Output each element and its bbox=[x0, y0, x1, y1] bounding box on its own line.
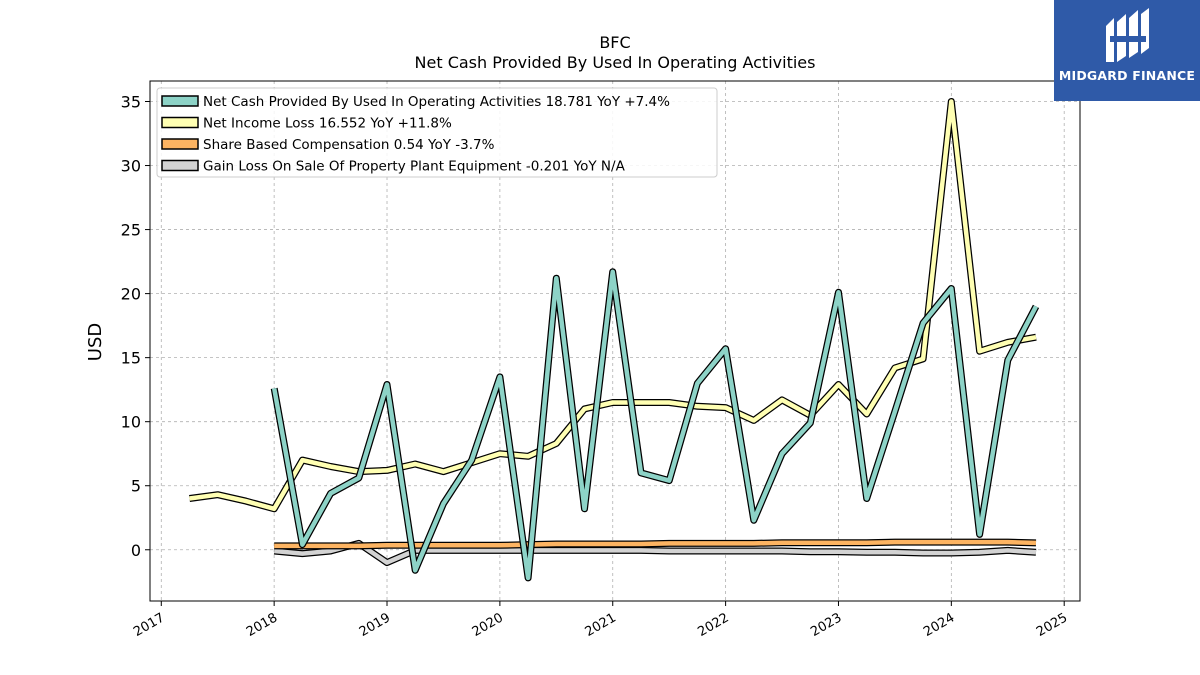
x-tick-label: 2024 bbox=[921, 610, 957, 640]
series-line bbox=[273, 541, 1037, 565]
y-tick-label: 30 bbox=[121, 157, 141, 176]
plot-frame bbox=[149, 80, 1081, 602]
legend-entry: Net Income Loss 16.552 YoY +11.8% bbox=[203, 116, 452, 132]
series-line bbox=[189, 99, 1037, 512]
legend-swatch bbox=[161, 95, 199, 107]
y-tick-label: 5 bbox=[131, 477, 141, 496]
series-line bbox=[271, 269, 1038, 581]
legend-entry: Gain Loss On Sale Of Property Plant Equi… bbox=[203, 159, 626, 175]
series-1 bbox=[189, 98, 1037, 513]
legend-swatch bbox=[161, 159, 199, 172]
legend-box bbox=[156, 87, 718, 178]
chart-title: BFC bbox=[599, 33, 630, 52]
series-3 bbox=[273, 539, 1037, 567]
midgard-logo-icon bbox=[1106, 8, 1149, 62]
y-tick-label: 15 bbox=[121, 349, 141, 368]
y-tick-label: 20 bbox=[121, 285, 141, 304]
logo-text: MIDGARD FINANCE bbox=[1058, 68, 1196, 83]
y-tick-label: 10 bbox=[121, 413, 141, 432]
grid bbox=[150, 81, 1080, 601]
legend-swatch bbox=[161, 138, 199, 150]
x-tick-label: 2025 bbox=[1034, 610, 1070, 640]
midgard-finance-logo: MIDGARD FINANCE bbox=[1054, 0, 1200, 101]
series-line-outline bbox=[270, 268, 1040, 582]
y-tick-label: 25 bbox=[121, 221, 141, 240]
legend-entry: Net Cash Provided By Used In Operating A… bbox=[203, 94, 670, 110]
x-tick-label: 2017 bbox=[131, 610, 167, 640]
y-tick-label: 35 bbox=[121, 92, 141, 111]
legend: Net Cash Provided By Used In Operating A… bbox=[156, 87, 718, 178]
y-tick-label: 0 bbox=[131, 541, 141, 560]
x-tick-label: 2019 bbox=[357, 610, 393, 640]
x-tick-label: 2018 bbox=[244, 610, 280, 640]
series-0 bbox=[270, 268, 1040, 582]
series-2 bbox=[274, 538, 1037, 550]
series-line bbox=[274, 539, 1037, 549]
x-tick-label: 2023 bbox=[808, 610, 844, 640]
x-tick-label: 2022 bbox=[695, 610, 731, 640]
y-axis-label: USD bbox=[85, 323, 106, 361]
x-tick-label: 2021 bbox=[583, 610, 619, 640]
x-tick-label: 2020 bbox=[470, 610, 506, 640]
legend-swatch bbox=[161, 116, 199, 129]
series-lines bbox=[189, 98, 1040, 582]
chart-subtitle: Net Cash Provided By Used In Operating A… bbox=[415, 53, 816, 72]
legend-entry: Share Based Compensation 0.54 YoY -3.7% bbox=[203, 137, 495, 153]
